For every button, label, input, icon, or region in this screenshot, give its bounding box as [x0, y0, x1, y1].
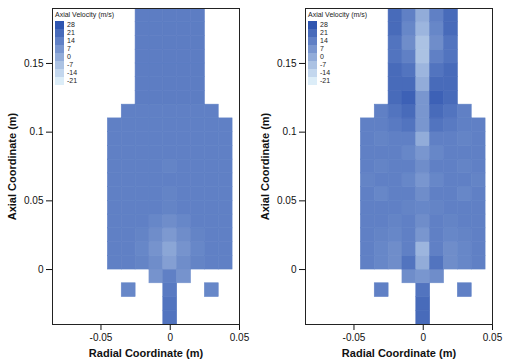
html-text:-21: -21: [320, 77, 331, 84]
svg-text:0: 0: [167, 332, 173, 343]
html-text:28: 28: [67, 21, 75, 28]
svg-text:0.15: 0.15: [24, 58, 44, 69]
html-text:-7: -7: [320, 61, 327, 68]
html-text:7: 7: [320, 45, 324, 52]
html-text:-21: -21: [67, 77, 78, 84]
html-text:-14: -14: [320, 69, 331, 76]
svg-text:0.05: 0.05: [230, 332, 250, 343]
html-text:28: 28: [320, 21, 328, 28]
html-text:Axial Velocity (m/s): Axial Velocity (m/s): [55, 11, 115, 18]
svg-text:-0.05: -0.05: [90, 332, 113, 343]
svg-text:0: 0: [291, 264, 297, 275]
svg-text:Radial Coordinate (m): Radial Coordinate (m): [342, 347, 457, 359]
svg-text:Axial Coordinate (m): Axial Coordinate (m): [6, 112, 18, 220]
svg-text:0: 0: [420, 332, 426, 343]
svg-text:0.05: 0.05: [24, 195, 44, 206]
html-text:0: 0: [67, 53, 71, 60]
html-text:-14: -14: [67, 69, 78, 76]
svg-text:0.05: 0.05: [277, 195, 297, 206]
html-text:Axial Velocity (m/s): Axial Velocity (m/s): [308, 11, 368, 18]
svg-text:0.15: 0.15: [277, 58, 297, 69]
svg-text:-0.05: -0.05: [343, 332, 366, 343]
svg-text:0: 0: [38, 264, 44, 275]
svg-text:0.1: 0.1: [283, 126, 297, 137]
html-text:7: 7: [67, 45, 71, 52]
html-text:14: 14: [320, 37, 328, 44]
svg-text:Radial Coordinate (m): Radial Coordinate (m): [89, 347, 204, 359]
svg-text:Axial Coordinate (m): Axial Coordinate (m): [259, 112, 271, 220]
html-text:-7: -7: [67, 61, 74, 68]
html-text:21: 21: [67, 29, 75, 36]
html-text:14: 14: [67, 37, 75, 44]
html-text:0: 0: [320, 53, 324, 60]
svg-text:0.1: 0.1: [30, 126, 44, 137]
html-text:21: 21: [320, 29, 328, 36]
svg-text:0.05: 0.05: [483, 332, 503, 343]
